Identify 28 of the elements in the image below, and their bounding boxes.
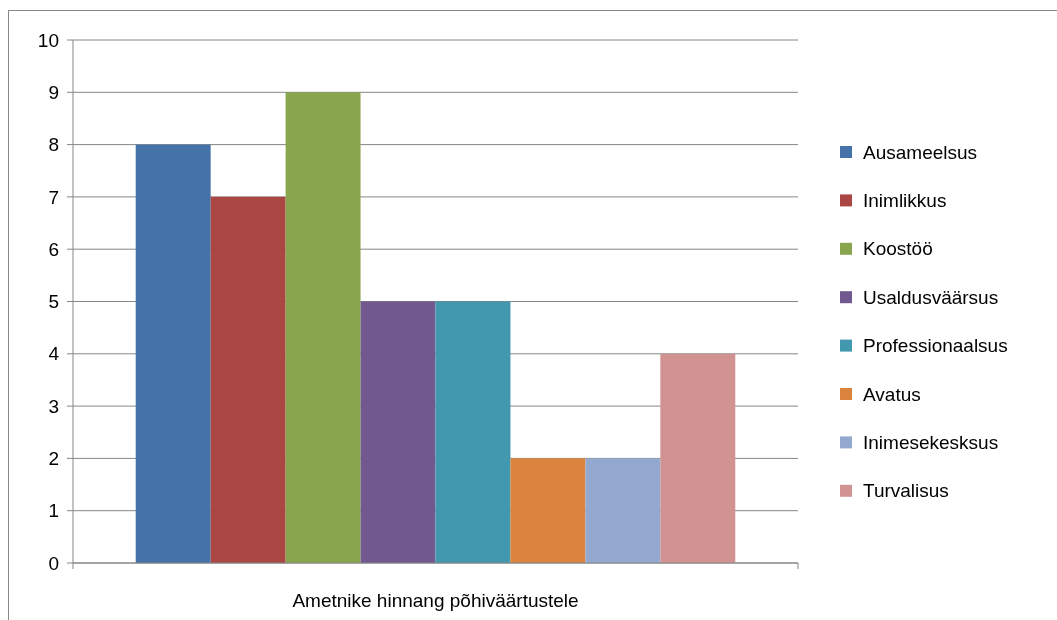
x-tick-label: Ametnike hinnang põhiväärtustele [292,589,579,611]
y-tick-label: 6 [48,238,59,260]
legend-label: Usaldusväärsus [863,286,999,308]
y-tick-label: 4 [48,343,60,365]
y-tick-label: 3 [48,395,59,417]
bar [435,301,511,563]
bar [660,353,736,563]
legend-label: Inimlikkus [863,190,947,212]
bar [210,196,286,563]
bar [510,458,586,563]
legend-label: Turvalisus [863,480,949,502]
legend-label: Professionaalsus [863,335,1008,357]
bar [285,92,361,563]
y-tick-label: 7 [48,186,59,208]
y-tick-label: 0 [48,552,59,574]
y-tick-label: 5 [48,291,59,313]
legend-label: Avatus [863,383,921,405]
y-tick-label: 1 [48,500,59,522]
bar [135,144,211,563]
legend-label: Inimesekesksus [863,432,999,454]
legend-label: Koostöö [863,238,933,260]
bar [585,458,661,563]
bar [360,301,436,563]
y-tick-label: 10 [37,29,59,51]
y-tick-label: 9 [48,81,59,103]
y-tick-label: 8 [48,134,59,156]
legend-label: Ausameelsus [863,141,978,163]
y-tick-label: 2 [48,448,59,470]
